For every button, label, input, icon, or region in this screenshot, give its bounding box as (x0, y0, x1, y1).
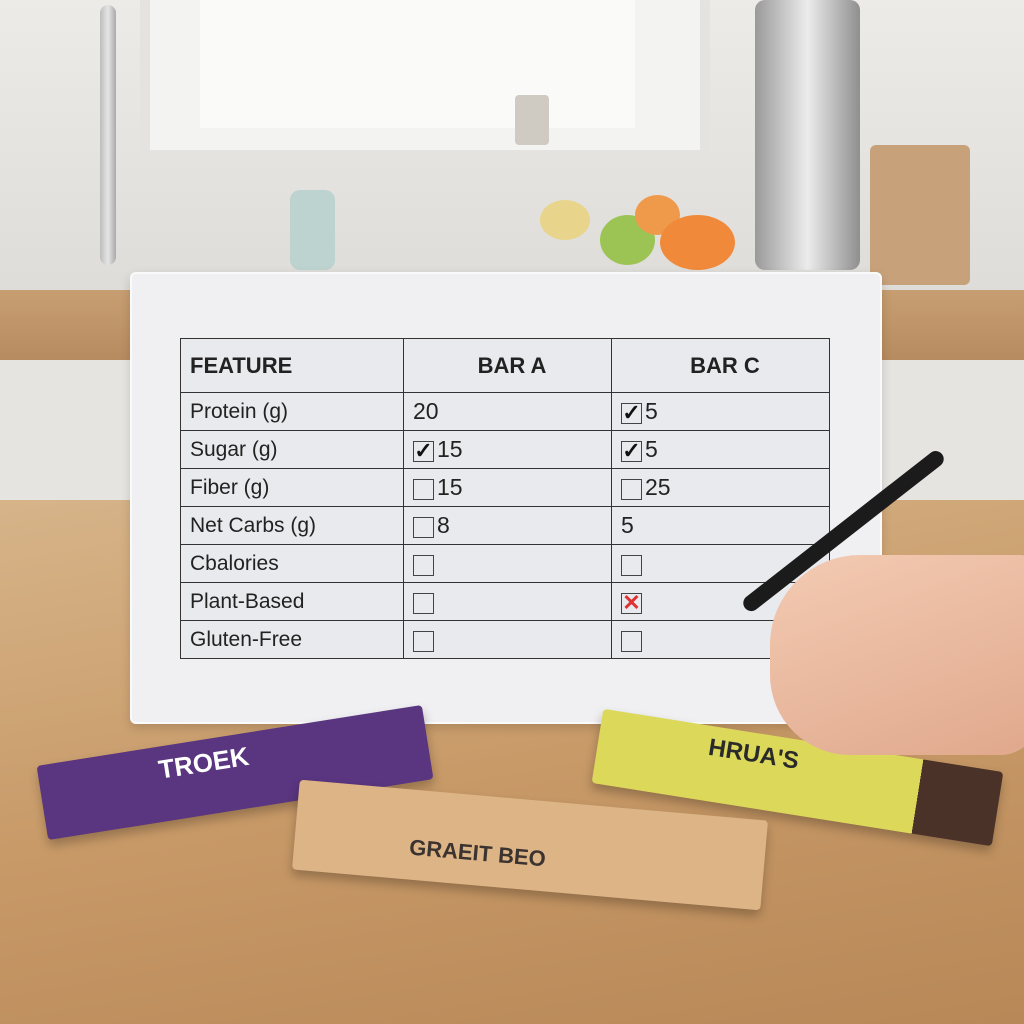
comparison-table: FEATURE BAR A BAR C Protein (g) 20 ✓ 5 Sugar… (180, 338, 830, 659)
feature-label: Fiber (g) (180, 468, 404, 507)
knife-block (870, 145, 970, 285)
checkbox-checked-icon[interactable]: ✓ (621, 437, 642, 463)
cell-bar-a (403, 544, 612, 583)
feature-label: Gluten-Free (180, 620, 404, 659)
cell-bar-c: ✓ 5 (611, 392, 830, 431)
cell-value: 20 (413, 398, 439, 424)
cell-value: 8 (437, 512, 450, 538)
cell-value: 15 (437, 436, 463, 462)
table-row: Fiber (g) 15 25 (180, 468, 830, 507)
potted-plant (515, 95, 549, 145)
table-row: Plant-Based ✕ (180, 582, 830, 621)
cell-value: 5 (645, 436, 658, 462)
cell-bar-a (403, 582, 612, 621)
checkbox-icon[interactable] (621, 478, 642, 500)
table-row: Protein (g) 20 ✓ 5 (180, 392, 830, 431)
checkbox-icon[interactable] (413, 516, 434, 538)
soap-bottle (290, 190, 335, 270)
table-row: Sugar (g) ✓ 15 ✓ 5 (180, 430, 830, 469)
blender (755, 0, 860, 270)
cell-bar-c: ✓ 5 (611, 430, 830, 469)
checkbox-icon[interactable] (413, 630, 434, 652)
cell-value: 25 (645, 474, 671, 500)
cell-bar-c: 25 (611, 468, 830, 507)
checkbox-icon[interactable] (413, 554, 434, 576)
table-header-row: FEATURE BAR A BAR C (180, 338, 830, 393)
header-feature: FEATURE (180, 338, 404, 393)
feature-label: Plant-Based (180, 582, 404, 621)
cell-bar-a: 8 (403, 506, 612, 545)
checkbox-icon[interactable] (413, 478, 434, 500)
checkbox-checked-icon[interactable]: ✓ (413, 437, 434, 463)
window-pane (200, 0, 635, 128)
table-row: Net Carbs (g) 8 5 (180, 506, 830, 545)
checkbox-icon[interactable] (621, 630, 642, 652)
checkbox-checked-icon[interactable]: ✓ (621, 399, 642, 425)
faucet (100, 5, 116, 265)
table-row: Gluten-Free (180, 620, 830, 659)
cell-bar-c: 5 (611, 506, 830, 545)
feature-label: Cbalories (180, 544, 404, 583)
cell-value: 5 (645, 398, 658, 424)
hand (770, 555, 1024, 755)
checkbox-icon[interactable] (413, 592, 434, 614)
feature-label: Protein (g) (180, 392, 404, 431)
feature-label: Net Carbs (g) (180, 506, 404, 545)
cell-bar-a: 15 (403, 468, 612, 507)
fruit-bowl (540, 190, 740, 270)
x-mark-icon[interactable]: ✕ (621, 589, 642, 615)
header-bar-a: BAR A (403, 338, 612, 393)
cell-bar-a: 20 (403, 392, 612, 431)
feature-label: Sugar (g) (180, 430, 404, 469)
table-row: Cbalories (180, 544, 830, 583)
cell-value: 15 (437, 474, 463, 500)
cell-value: 5 (621, 512, 634, 538)
header-bar-c: BAR C (611, 338, 830, 393)
cell-bar-a: ✓ 15 (403, 430, 612, 469)
cell-bar-a (403, 620, 612, 659)
checkbox-icon[interactable] (621, 554, 642, 576)
